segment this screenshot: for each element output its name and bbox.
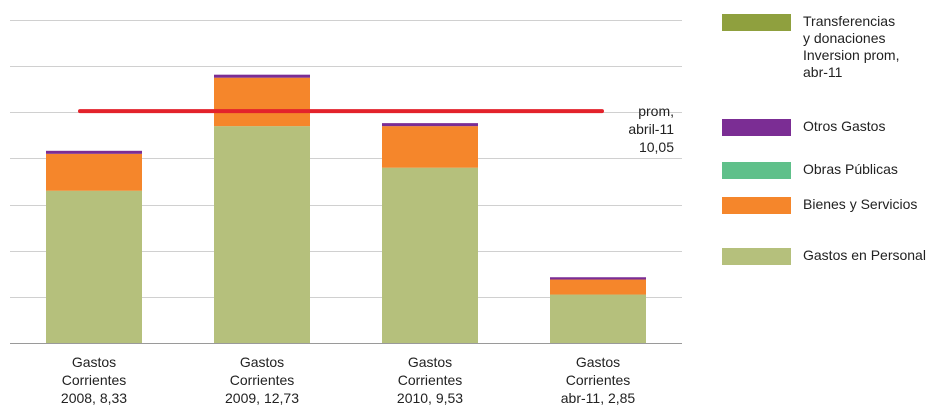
legend-label: Gastos en Personal xyxy=(803,247,926,263)
bar-segment xyxy=(46,150,142,154)
legend-label: Transferencias y donaciones Inversion pr… xyxy=(803,13,900,80)
x-tick-label: Gastos Corrientes 2010, 9,53 xyxy=(397,354,463,406)
x-tick-label: Gastos Corrientes abr-11, 2,85 xyxy=(561,354,636,406)
legend-swatch xyxy=(722,197,791,214)
bar-segment xyxy=(382,167,478,343)
bar-segment xyxy=(550,279,646,295)
bar-segment xyxy=(382,126,478,168)
bar-segment xyxy=(46,190,142,343)
legend-swatch xyxy=(722,162,791,179)
legend-label: Obras Públicas xyxy=(803,161,898,177)
bar-segment xyxy=(550,277,646,280)
x-tick-label: Gastos Corrientes 2009, 12,73 xyxy=(225,354,299,406)
reference-line-label: prom, abril-11 10,05 xyxy=(628,103,674,155)
legend-label: Bienes y Servicios xyxy=(803,196,918,212)
x-tick-label: Gastos Corrientes 2008, 8,33 xyxy=(61,354,127,406)
bar-segment xyxy=(214,77,310,127)
legend-label: Otros Gastos xyxy=(803,118,886,134)
bars xyxy=(46,74,646,343)
bar-segment xyxy=(550,294,646,343)
bar-segment xyxy=(214,126,310,343)
legend-swatch xyxy=(722,14,791,31)
legend-swatch xyxy=(722,248,791,265)
x-tick-labels: Gastos Corrientes 2008, 8,33 Gastos Corrient… xyxy=(61,354,636,406)
legend-swatch xyxy=(722,119,791,136)
bar-segment xyxy=(46,153,142,191)
bar-segment xyxy=(382,123,478,127)
bar-segment xyxy=(214,74,310,78)
